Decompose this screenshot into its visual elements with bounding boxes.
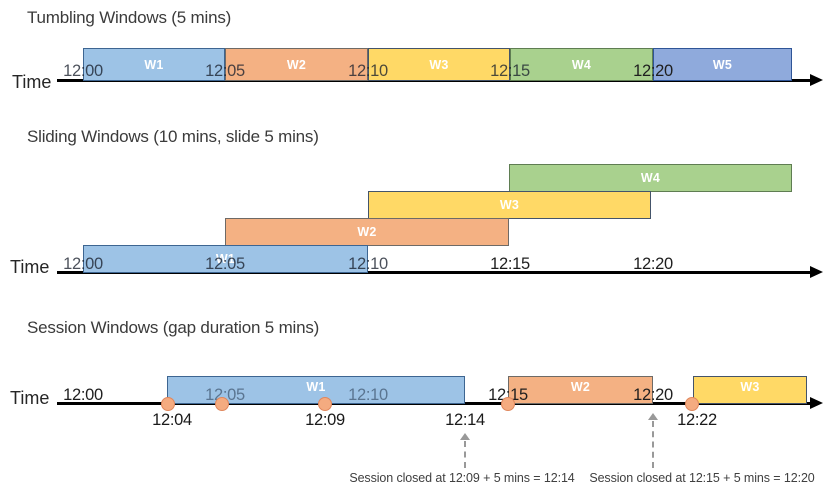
sliding-section-title: Sliding Windows (10 mins, slide 5 mins) xyxy=(27,127,319,146)
window-label: W3 xyxy=(429,57,449,72)
arrow-up-icon xyxy=(460,433,470,440)
axis-arrowhead-icon xyxy=(810,74,823,86)
window-w2: W2 xyxy=(225,48,368,81)
time-axis xyxy=(57,79,812,82)
time-axis-label: Time xyxy=(12,72,52,92)
time-axis xyxy=(57,402,812,405)
window-label: W4 xyxy=(571,57,592,72)
arrow-up-icon xyxy=(648,413,658,420)
window-label: W3 xyxy=(740,380,760,394)
time-axis-label: Time xyxy=(10,388,50,408)
window-label: W2 xyxy=(286,57,307,72)
window-label: W5 xyxy=(712,57,733,72)
event-time-label: 12:09 xyxy=(305,411,345,429)
window-w3: W3 xyxy=(368,48,510,81)
axis-arrowhead-icon xyxy=(810,266,823,278)
window-label: W1 xyxy=(306,380,326,394)
window-w4: W4 xyxy=(509,164,792,192)
event-time-label: 12:22 xyxy=(677,411,717,429)
window-label: W1 xyxy=(144,57,164,72)
window-label: W2 xyxy=(357,225,377,239)
window-w1: W1 xyxy=(83,245,368,273)
time-axis xyxy=(57,271,812,274)
window-w1: W1 xyxy=(83,48,225,81)
window-w5: W5 xyxy=(653,48,792,81)
event-time-label: 12:14 xyxy=(445,411,485,429)
window-label: W3 xyxy=(499,198,520,212)
window-label: W4 xyxy=(640,171,661,185)
window-label: W1 xyxy=(215,252,236,266)
time-axis-label: Time xyxy=(10,257,50,277)
tumbling-section-title: Tumbling Windows (5 mins) xyxy=(27,8,232,27)
axis-arrowhead-icon xyxy=(810,397,823,409)
window-w2: W2 xyxy=(225,218,509,246)
window-w4: W4 xyxy=(510,48,653,81)
window-label: W2 xyxy=(570,380,591,394)
window-w3: W3 xyxy=(693,376,807,404)
event-time-label: 12:04 xyxy=(152,411,192,429)
session-closed-note: Session closed at 12:09 + 5 mins = 12:14 xyxy=(349,471,575,485)
session-section-title: Session Windows (gap duration 5 mins) xyxy=(27,318,320,337)
session-closed-note: Session closed at 12:15 + 5 mins = 12:20 xyxy=(589,471,815,485)
window-w2: W2 xyxy=(508,376,653,404)
window-w3: W3 xyxy=(368,191,651,219)
window-w1: W1 xyxy=(167,376,465,404)
